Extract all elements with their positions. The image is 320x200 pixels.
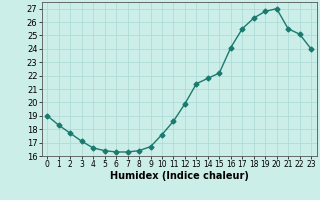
X-axis label: Humidex (Indice chaleur): Humidex (Indice chaleur) xyxy=(110,171,249,181)
